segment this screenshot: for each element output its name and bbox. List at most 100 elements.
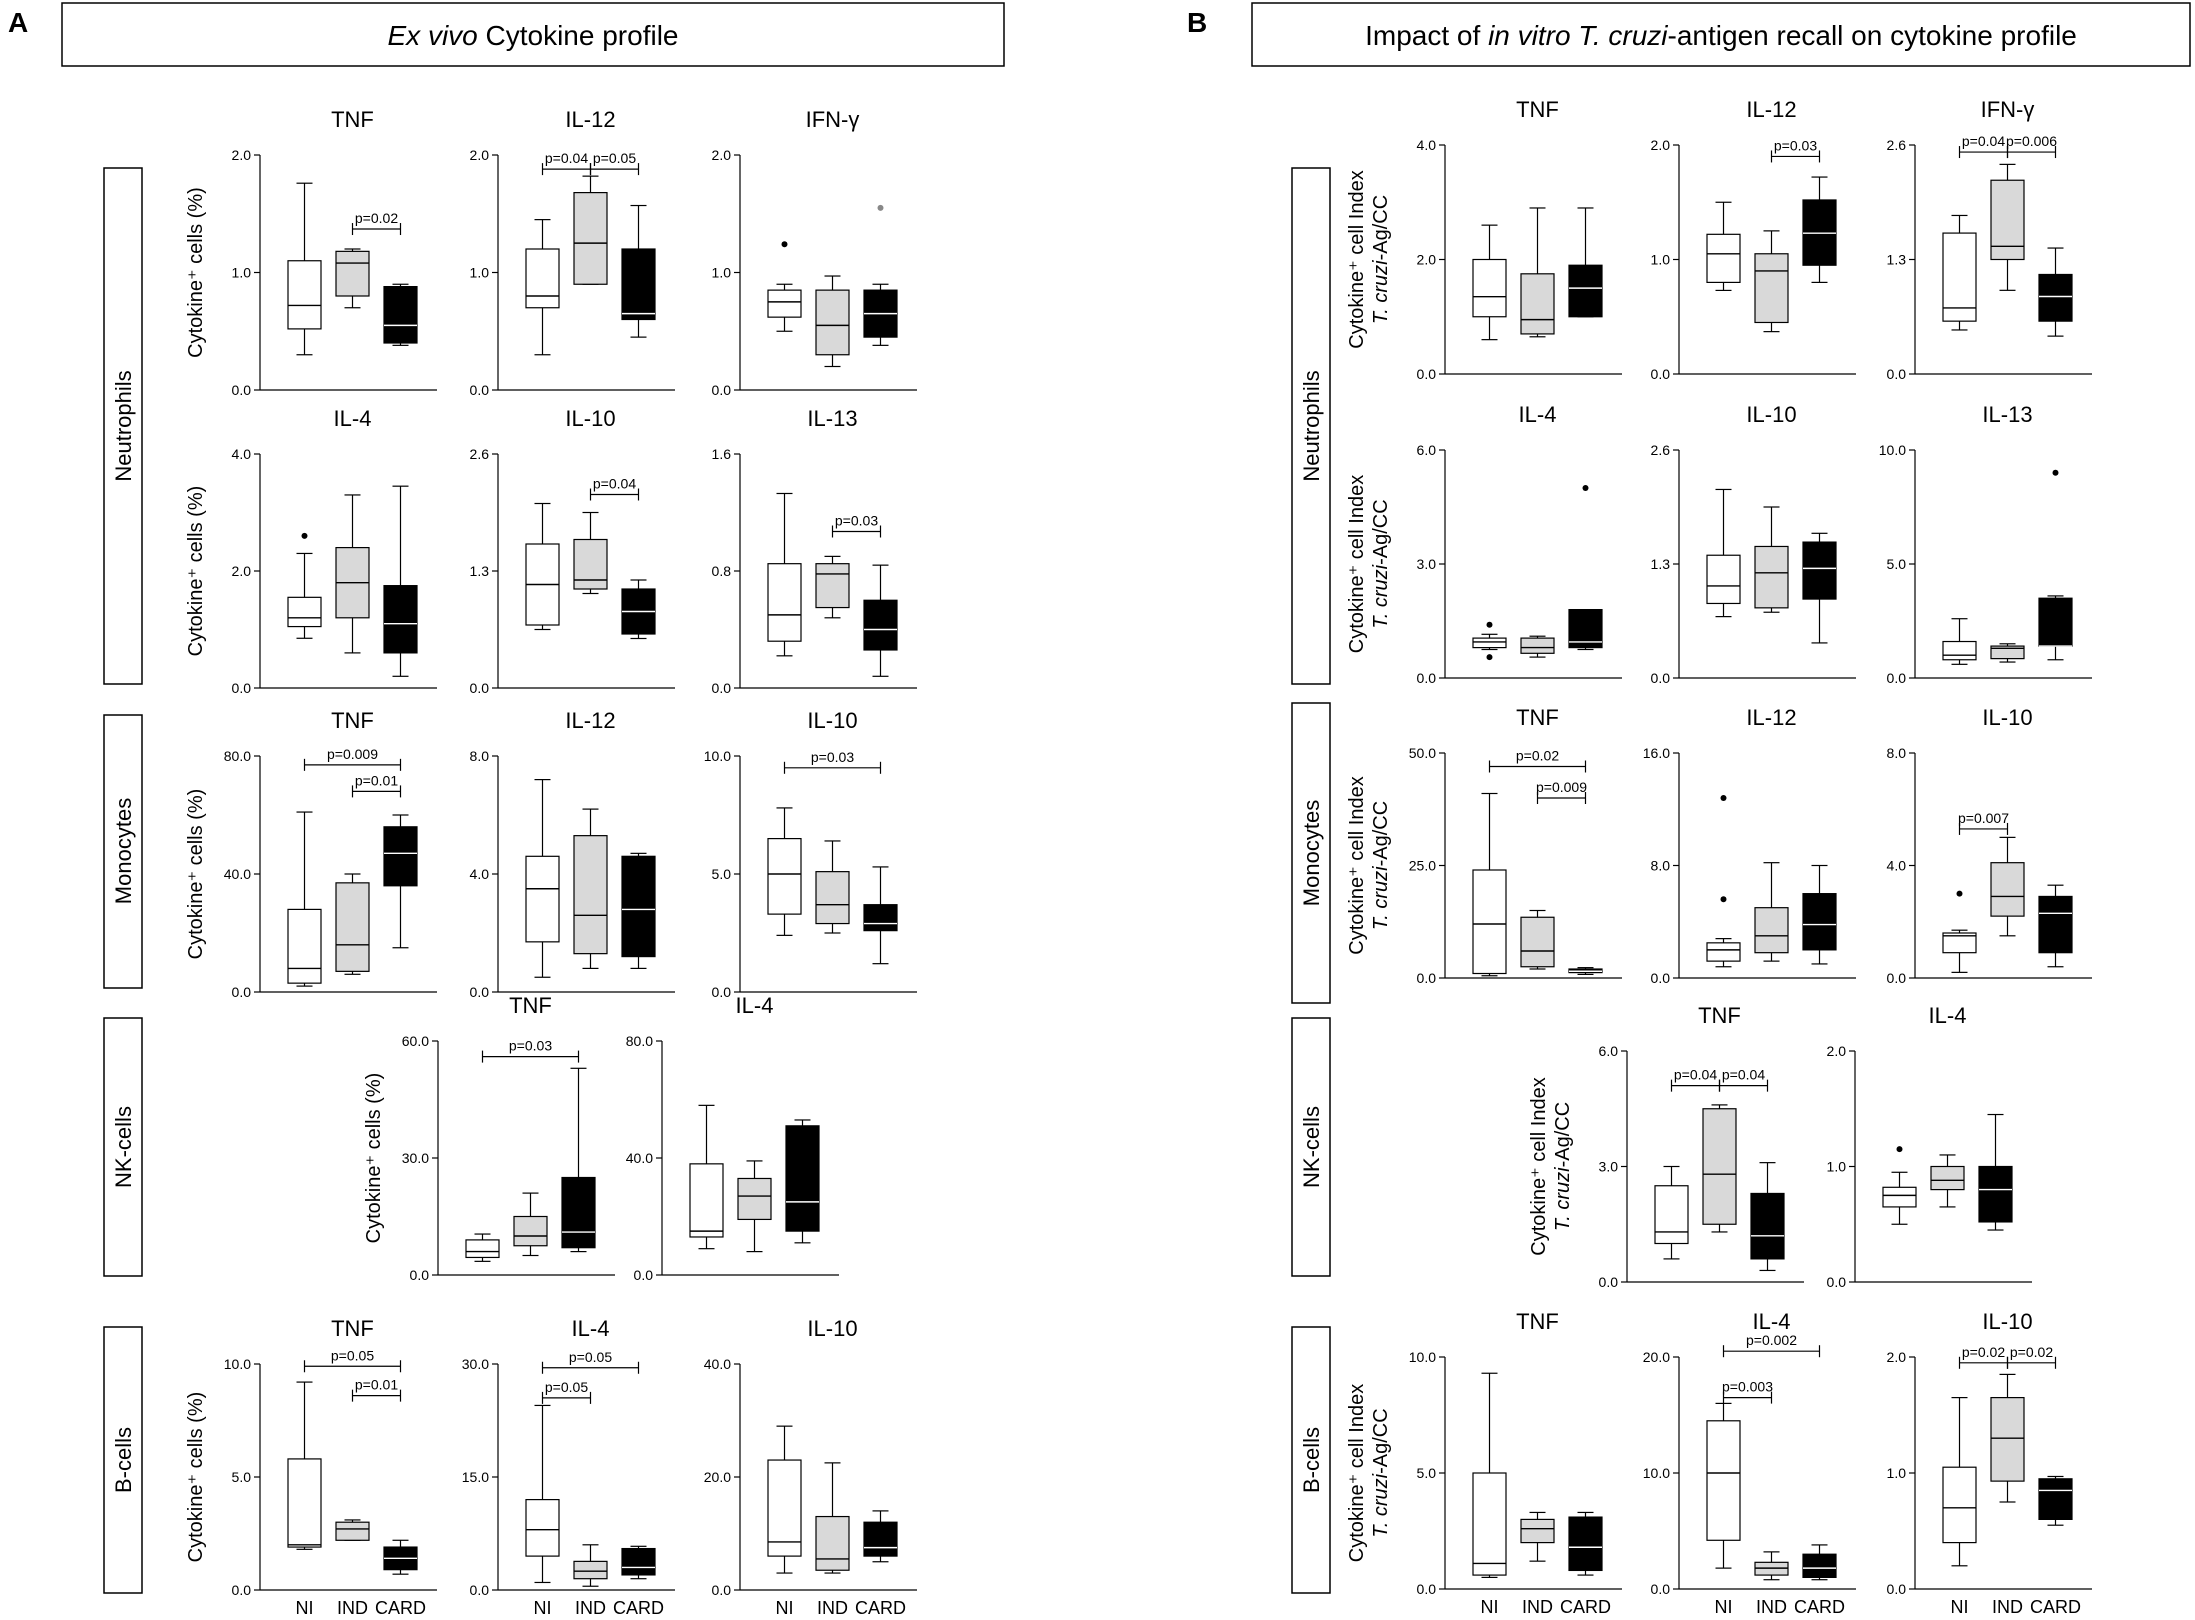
chart-title: IL-13 xyxy=(807,406,857,431)
box-iqr xyxy=(561,1176,596,1249)
box-iqr xyxy=(1942,640,1977,661)
box-iqr xyxy=(335,882,370,972)
y-axis-label-rest: -Ag/CC xyxy=(1552,1102,1574,1168)
box-ind xyxy=(335,494,370,654)
box-card xyxy=(1568,967,1603,976)
y-tick-label: 25.0 xyxy=(1409,858,1436,874)
box-card xyxy=(383,814,418,949)
box-ni xyxy=(1706,488,1741,618)
y-axis-label-line1: Cytokine⁺ cell Index xyxy=(1346,475,1368,653)
box-iqr xyxy=(573,192,608,285)
box-card xyxy=(621,1545,656,1580)
x-group-label: IND xyxy=(1756,1597,1787,1617)
box-iqr xyxy=(1754,253,1789,324)
y-axis-label-rest: -Ag/CC xyxy=(1370,1408,1392,1474)
box-ni xyxy=(1942,214,1977,331)
p-value-label: p=0.05 xyxy=(569,1349,612,1365)
y-tick-label: 10.0 xyxy=(224,1356,251,1372)
box-iqr xyxy=(689,1163,724,1238)
box-card xyxy=(2038,595,2073,661)
box-ni xyxy=(1472,792,1507,977)
y-tick-label: 3.0 xyxy=(1599,1159,1619,1175)
p-value-label: p=0.04 xyxy=(1674,1067,1717,1083)
y-tick-label: 2.6 xyxy=(1651,442,1671,458)
y-tick-label: 1.6 xyxy=(712,446,732,462)
box-iqr xyxy=(1990,1396,2025,1482)
chart-a-b-cells-il4: IL-4 0.0 15.0 30.0 p=0.05 p=0.05 NI IND CARD xyxy=(462,1316,675,1618)
y-tick-label: 0.0 xyxy=(410,1267,430,1283)
box-ind xyxy=(1990,163,2025,291)
box-iqr xyxy=(1990,862,2025,917)
chart-title: TNF xyxy=(509,993,552,1018)
box-card xyxy=(1978,1113,2013,1231)
significance-bracket: p=0.002 xyxy=(1722,1332,1821,1358)
box-iqr xyxy=(815,563,850,609)
y-axis-label: Cytokine⁺ cells (%) xyxy=(185,789,207,960)
chart-title: IL-10 xyxy=(1982,1309,2032,1334)
box-ni xyxy=(689,1104,724,1250)
p-value-label: p=0.009 xyxy=(327,746,378,762)
chart-a-b-cells-il10: IL-10 0.0 20.0 40.0 NI IND CARD xyxy=(704,1316,917,1618)
cell-label-b-monocytes: Monocytes xyxy=(1299,800,1324,906)
y-axis-label-italic: T. cruzi xyxy=(1370,564,1392,628)
box-card xyxy=(863,1510,898,1563)
y-tick-label: 0.0 xyxy=(1827,1274,1847,1290)
box-iqr xyxy=(1942,232,1977,322)
box-iqr xyxy=(1654,1185,1689,1245)
y-tick-label: 4.0 xyxy=(232,446,252,462)
chart-title: IL-13 xyxy=(1982,402,2032,427)
significance-bracket: p=0.009 xyxy=(303,746,402,771)
x-group-label: CARD xyxy=(375,1598,426,1618)
cell-label-box-a-nk xyxy=(103,1017,143,1277)
cell-label-box-b-neutrophils xyxy=(1291,167,1331,685)
box-iqr xyxy=(1802,541,1837,600)
box-ind xyxy=(1754,506,1789,613)
box-iqr xyxy=(525,1498,560,1557)
y-tick-label: 0.0 xyxy=(470,680,490,696)
box-iqr xyxy=(287,260,322,330)
x-group-label: IND xyxy=(575,1598,606,1618)
box-card xyxy=(1802,1544,1837,1581)
y-tick-label: 80.0 xyxy=(224,748,251,764)
box-iqr xyxy=(287,596,322,628)
y-tick-label: 2.0 xyxy=(470,147,490,163)
box-card xyxy=(1802,176,1837,283)
box-iqr xyxy=(1702,1108,1737,1225)
chart-b-b-cells-il4: IL-4 0.0 10.0 20.0 p=0.002 p=0.003 NI IND CARD xyxy=(1643,1309,1856,1617)
box-iqr xyxy=(863,1521,898,1557)
p-value-label: p=0.05 xyxy=(545,1379,588,1395)
box-iqr xyxy=(767,563,802,642)
box-iqr xyxy=(1978,1165,2013,1223)
chart-a-nk-cells-il4: IL-4 0.0 40.0 80.0 xyxy=(626,993,839,1283)
box-iqr xyxy=(1942,1466,1977,1544)
box-iqr xyxy=(1706,1420,1741,1541)
x-group-label: CARD xyxy=(2030,1597,2081,1617)
y-tick-label: 40.0 xyxy=(704,1356,731,1372)
y-tick-label: 0.0 xyxy=(1417,970,1437,986)
box-card xyxy=(1568,1511,1603,1576)
chart-a-neutrophils-il13: IL-13 0.0 0.8 1.6 p=0.03 xyxy=(712,406,917,696)
chart-title: TNF xyxy=(1698,1003,1741,1028)
box-iqr xyxy=(1520,637,1555,654)
chart-title: IL-12 xyxy=(1746,705,1796,730)
box-iqr xyxy=(1472,258,1507,318)
cell-label-box-a-monocytes xyxy=(103,714,143,989)
chart-b-neutrophils-tnf: TNF 0.0 2.0 4.0 Cytokine⁺ cell Index T. cruzi… xyxy=(1346,97,1622,382)
box-iqr xyxy=(621,855,656,958)
chart-a-neutrophils-il4: IL-4 0.0 2.0 4.0 Cytokine⁺ cells (%) xyxy=(185,406,437,696)
box-card xyxy=(863,564,898,677)
box-card xyxy=(621,204,656,338)
y-tick-label: 15.0 xyxy=(462,1469,489,1485)
box-iqr xyxy=(1472,637,1507,649)
box-iqr xyxy=(1754,545,1789,609)
box-iqr xyxy=(383,585,418,654)
y-tick-label: 0.0 xyxy=(712,680,732,696)
x-group-label: NI xyxy=(534,1598,552,1618)
chart-title: IL-4 xyxy=(1929,1003,1967,1028)
box-ind xyxy=(573,511,608,595)
y-axis-label-line1: Cytokine⁺ cell Index xyxy=(1346,170,1368,348)
chart-a-neutrophils-il10: IL-10 0.0 1.3 2.6 p=0.04 xyxy=(470,406,675,696)
panel-a-title: Ex vivo Cytokine profile xyxy=(387,20,678,51)
y-axis-label: Cytokine⁺ cells (%) xyxy=(185,187,207,358)
